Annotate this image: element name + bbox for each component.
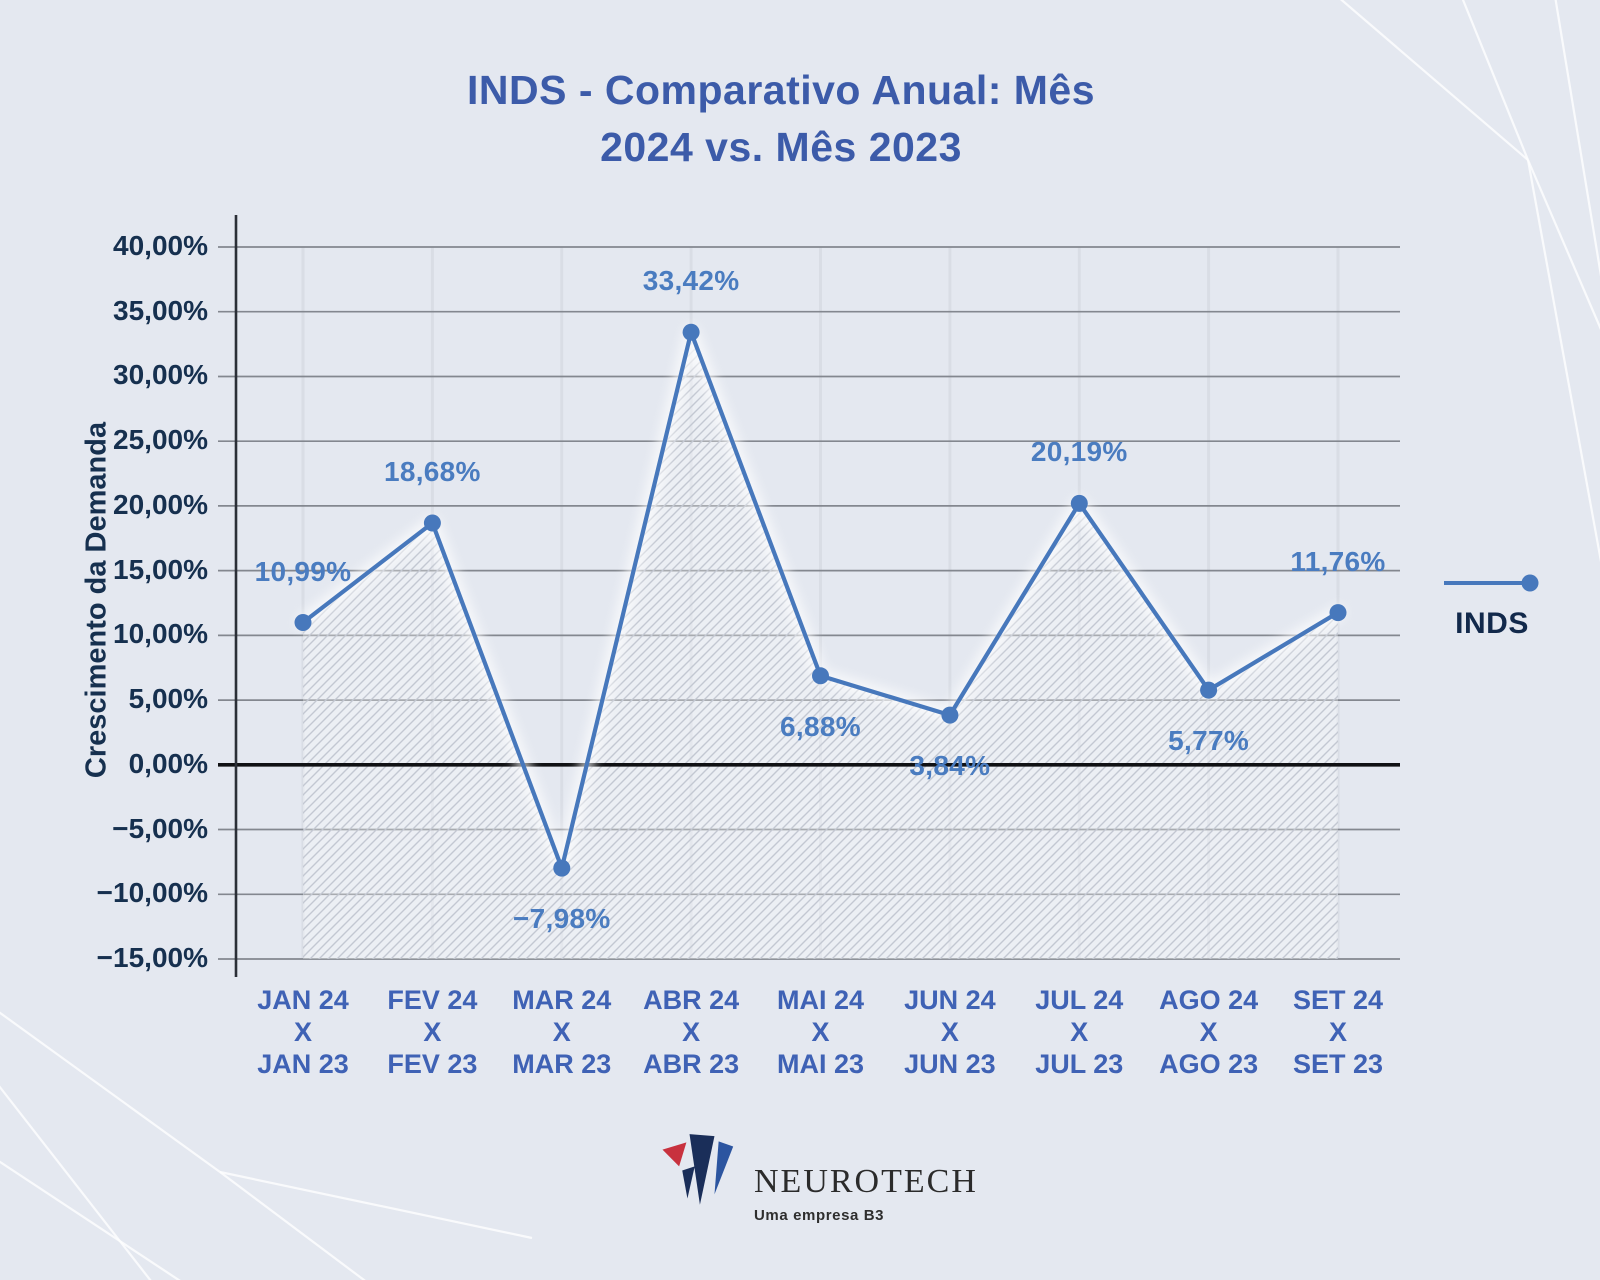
point-value-label: 20,19% — [1030, 436, 1128, 468]
neurotech-mark-icon — [662, 1134, 734, 1205]
point-value-label: 3,84% — [909, 750, 991, 782]
y-tick-label: 20,00% — [113, 488, 208, 520]
x-category-label: MAR 24 X MAR 23 — [512, 985, 612, 1079]
x-category-label: AGO 24 X AGO 23 — [1159, 985, 1259, 1079]
legend-label: INDS — [1455, 607, 1529, 640]
x-category-label: FEV 24 X FEV 23 — [387, 985, 478, 1079]
x-category-label: ABR 24 X ABR 23 — [643, 985, 740, 1079]
chart-title-line1: INDS - Comparativo Anual: Mês — [466, 67, 1096, 113]
y-tick-label: 10,00% — [113, 618, 208, 650]
y-tick-label: 15,00% — [113, 553, 208, 585]
x-category-label: JUN 24 X JUN 23 — [904, 985, 996, 1079]
legend-line-marker-icon — [1444, 574, 1539, 592]
logo-text: NEUROTECH Uma empresa B3 — [754, 1132, 978, 1224]
y-tick-label: −10,00% — [96, 877, 208, 909]
point-value-label: 6,88% — [780, 710, 861, 742]
y-tick-label: 35,00% — [113, 294, 208, 326]
point-value-label: 10,99% — [254, 555, 352, 587]
y-tick-label: 0,00% — [128, 747, 208, 779]
x-category-label: JAN 24 X JAN 23 — [257, 985, 349, 1079]
point-value-label: −7,98% — [512, 903, 611, 935]
logo-brand-name: NEUROTECH — [754, 1163, 978, 1200]
point-value-label: 18,68% — [383, 455, 481, 487]
chart-title-line2: 2024 vs. Mês 2023 — [600, 124, 962, 170]
point-value-label: 5,77% — [1168, 725, 1250, 757]
legend: INDS — [1434, 572, 1550, 641]
y-tick-label: −5,00% — [112, 812, 208, 844]
chart-title: INDS - Comparativo Anual: Mês 2024 vs. M… — [467, 62, 1095, 176]
y-tick-label: 5,00% — [128, 683, 208, 715]
x-category-label: SET 24 X SET 23 — [1292, 985, 1384, 1079]
point-value-label: 11,76% — [1290, 545, 1386, 577]
logo-tagline: Uma empresa B3 — [754, 1207, 885, 1224]
y-tick-label: 40,00% — [113, 230, 208, 261]
point-value-label: 33,42% — [642, 265, 740, 297]
x-category-label: JUL 24 X JUL 23 — [1035, 985, 1124, 1079]
y-axis-title: Crescimento da Demanda — [80, 421, 113, 779]
neurotech-logo: NEUROTECH Uma empresa B3 — [660, 1132, 978, 1224]
y-tick-label: −15,00% — [96, 942, 208, 973]
y-tick-label: 30,00% — [113, 359, 208, 391]
y-tick-label: 25,00% — [113, 424, 208, 456]
x-category-label: MAI 24 X MAI 23 — [776, 985, 865, 1079]
